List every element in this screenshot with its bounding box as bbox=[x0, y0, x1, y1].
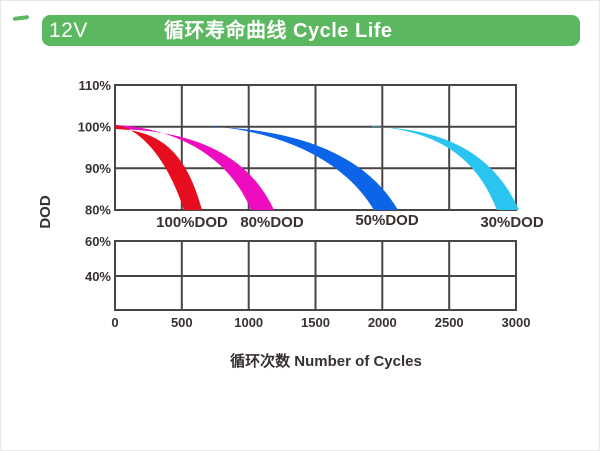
dod-curves bbox=[115, 125, 519, 210]
lower-y-axis-ticks: 60% 40% bbox=[85, 234, 111, 284]
curve-labels: 100%DOD 80%DOD 50%DOD 30%DOD bbox=[156, 212, 544, 231]
y-tick-100: 100% bbox=[78, 120, 112, 135]
y-tick-90: 90% bbox=[85, 161, 111, 176]
x-tick-0: 0 bbox=[111, 315, 118, 330]
y-tick-40: 40% bbox=[85, 269, 111, 284]
x-tick-500: 500 bbox=[171, 315, 193, 330]
page-title: 循环寿命曲线 Cycle Life bbox=[164, 20, 393, 42]
x-tick-2500: 2500 bbox=[435, 315, 464, 330]
x-axis-ticks: 0 500 1000 1500 2000 2500 3000 bbox=[111, 315, 530, 330]
x-tick-1500: 1500 bbox=[301, 315, 330, 330]
x-tick-1000: 1000 bbox=[234, 315, 263, 330]
curve-50pct-dod bbox=[211, 126, 398, 210]
curve-30pct-dod bbox=[372, 126, 519, 210]
x-tick-2000: 2000 bbox=[368, 315, 397, 330]
upper-y-axis-ticks: 110% 100% 90% 80% bbox=[78, 78, 112, 218]
y-tick-110: 110% bbox=[78, 78, 111, 93]
lower-grid bbox=[114, 240, 517, 311]
voltage-badge: 12V bbox=[49, 19, 88, 42]
y-tick-80: 80% bbox=[85, 203, 111, 218]
header-bar: 12V 循环寿命曲线 Cycle Life bbox=[42, 15, 580, 46]
y-axis-title: DOD bbox=[37, 195, 54, 229]
y-tick-60: 60% bbox=[85, 234, 111, 249]
x-axis-title: 循环次数 Number of Cycles bbox=[230, 352, 422, 370]
curve-100pct-dod bbox=[115, 125, 202, 210]
label-50pct-dod: 50%DOD bbox=[355, 212, 419, 229]
curve-80pct-dod bbox=[115, 125, 274, 210]
x-tick-3000: 3000 bbox=[502, 315, 531, 330]
label-100pct-dod: 100%DOD bbox=[156, 214, 228, 231]
label-30pct-dod: 30%DOD bbox=[480, 214, 544, 231]
label-80pct-dod: 80%DOD bbox=[240, 214, 304, 231]
